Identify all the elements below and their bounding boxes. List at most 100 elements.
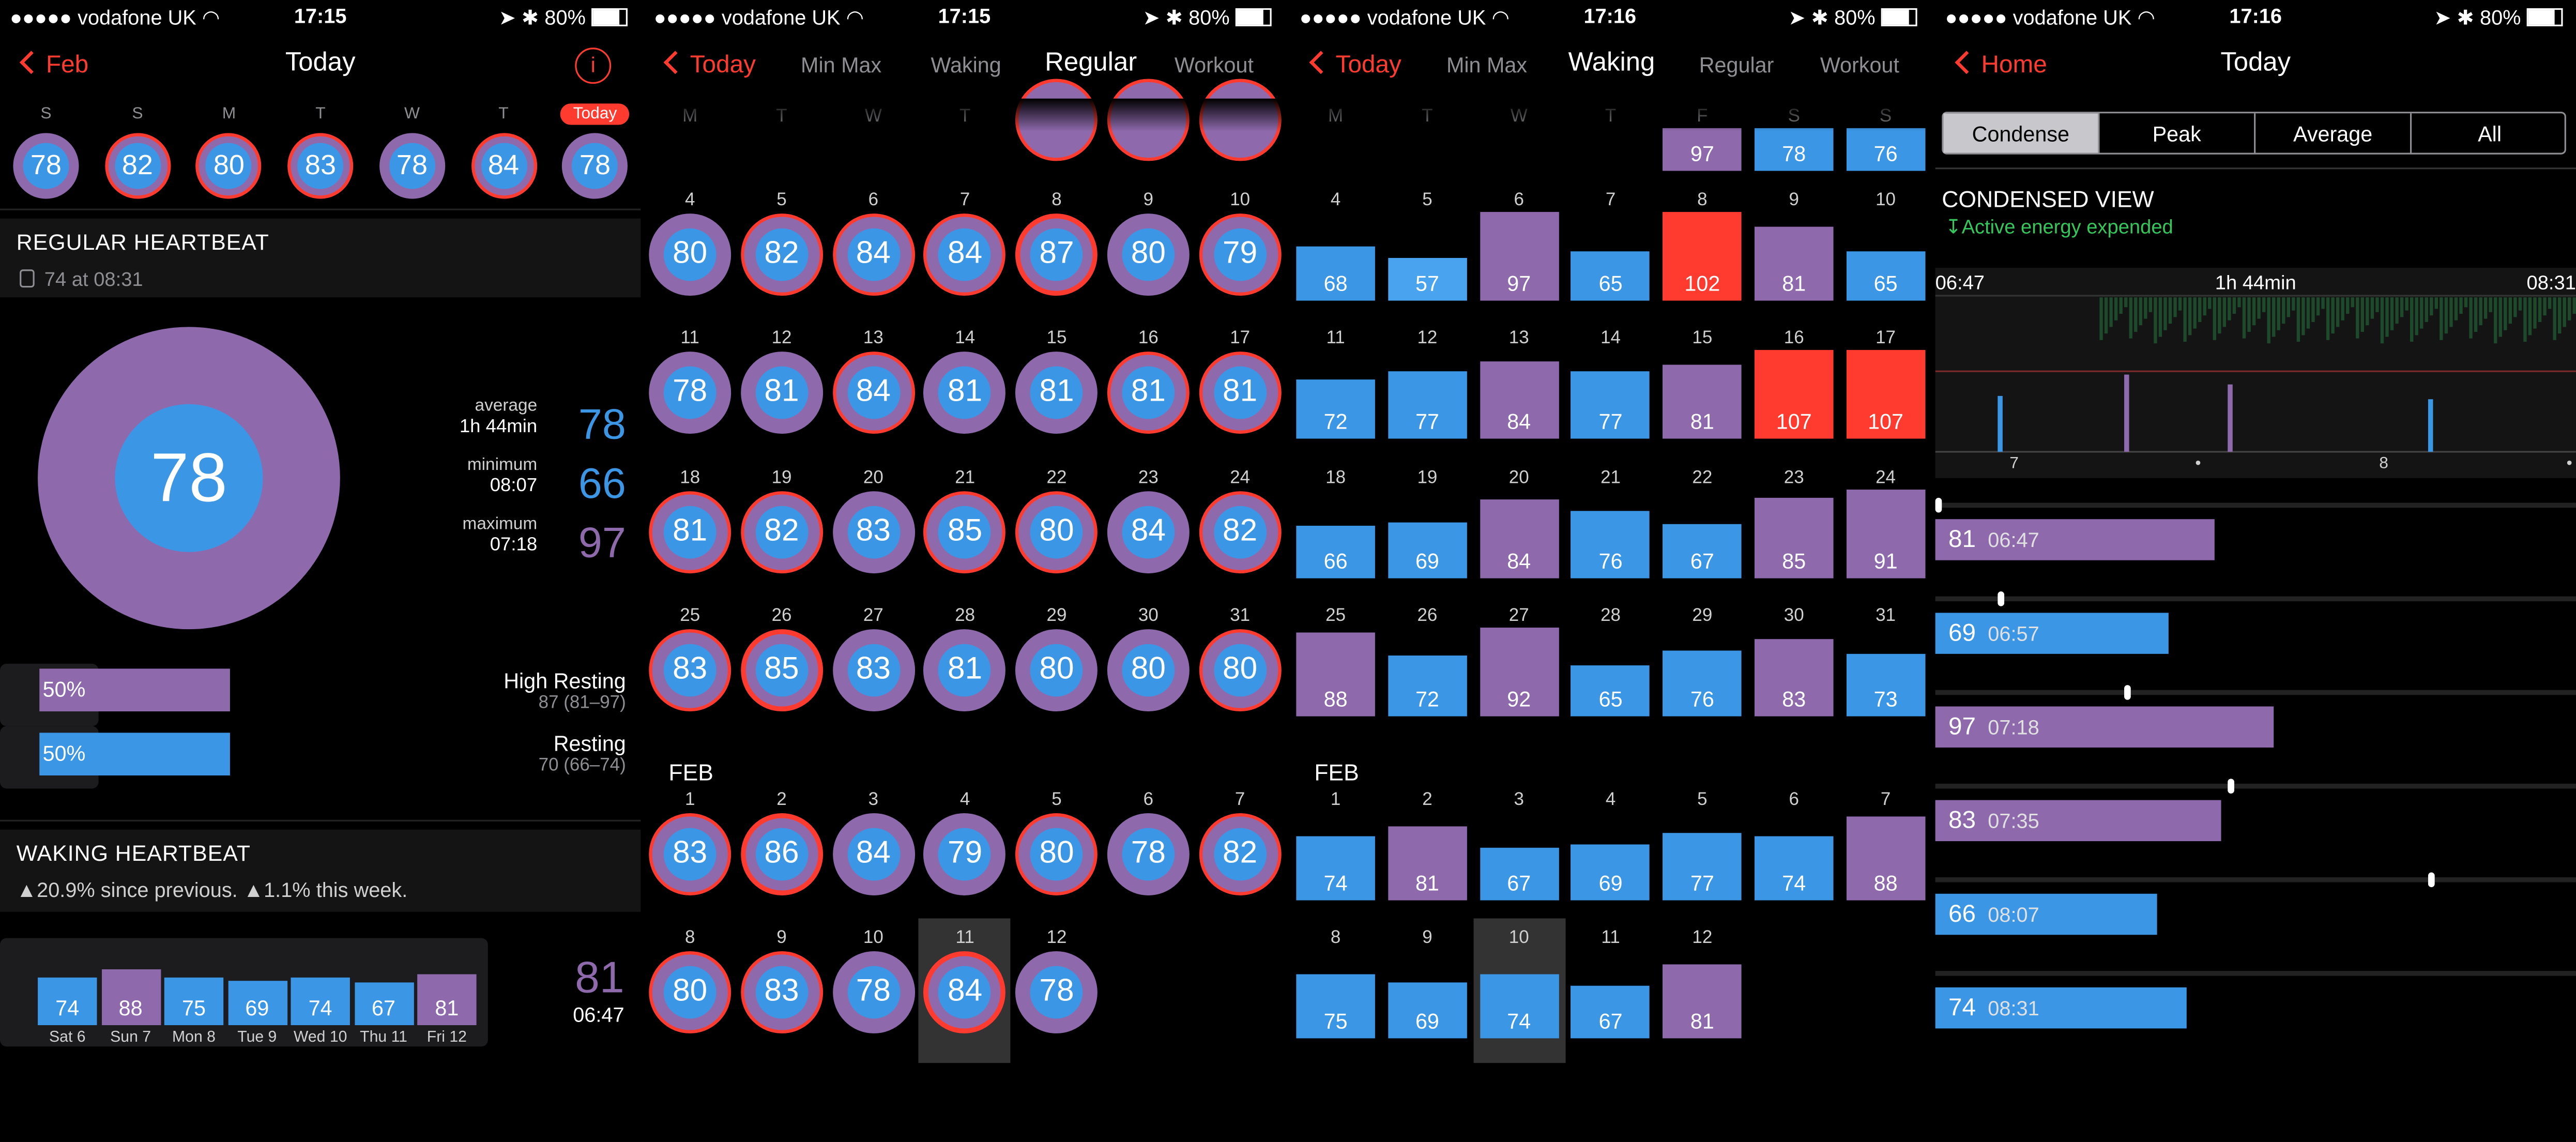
calendar-day-ring[interactable]: 80 [649, 214, 731, 296]
timeline-handle[interactable] [2428, 872, 2435, 888]
calendar-day-ring[interactable]: 81 [1199, 352, 1282, 434]
calendar-day-ring[interactable]: 84 [924, 951, 1007, 1033]
waking-day-bar[interactable]: 92 [1479, 627, 1559, 717]
back-button[interactable]: Today [1309, 51, 1401, 79]
waking-day-bar[interactable]: 77 [1663, 832, 1742, 901]
heart-rate-entry[interactable]: 74 08:31 [1935, 987, 2188, 1029]
segment-condense[interactable]: Condense [1943, 113, 2100, 153]
calendar-day-ring[interactable]: 80 [1015, 629, 1098, 711]
calendar-day-ring[interactable]: 85 [740, 629, 823, 711]
calendar-day-ring[interactable]: 79 [1199, 214, 1282, 296]
week-day-ring[interactable]: 78 [379, 133, 445, 199]
tab-workout[interactable]: Workout [1820, 52, 1899, 78]
calendar-day-ring[interactable]: 84 [832, 352, 914, 434]
calendar-day-ring[interactable]: 81 [649, 490, 731, 573]
waking-day-bar[interactable]: 77 [1571, 371, 1650, 439]
heart-rate-entry[interactable]: 69 06:57 [1935, 613, 2169, 654]
waking-day-bar[interactable]: 75 [1296, 973, 1375, 1039]
waking-day-bar[interactable]: 83 [1754, 639, 1834, 717]
tab-regular[interactable]: Regular [1699, 52, 1774, 78]
calendar-day-ring[interactable]: 78 [1015, 951, 1098, 1033]
waking-bar[interactable]: 74 [291, 978, 350, 1025]
waking-day-bar[interactable]: 107 [1846, 350, 1925, 439]
back-button[interactable]: Today [663, 51, 756, 79]
waking-day-bar[interactable]: 67 [1663, 524, 1742, 578]
info-icon[interactable]: i [575, 48, 612, 84]
waking-day-bar[interactable]: 81 [1663, 964, 1742, 1039]
week-day-ring[interactable]: 84 [470, 133, 537, 199]
calendar-day-ring[interactable]: 80 [1107, 214, 1190, 296]
waking-bar[interactable]: 81 [417, 973, 477, 1025]
heart-rate-entry[interactable]: 83 07:35 [1935, 800, 2221, 842]
calendar-day-ring[interactable]: 84 [924, 214, 1007, 296]
waking-day-bar[interactable]: 85 [1754, 498, 1834, 578]
calendar-day-ring[interactable]: 81 [740, 352, 823, 434]
week-day-ring[interactable]: 78 [13, 133, 79, 199]
waking-day-bar[interactable]: 81 [1388, 826, 1467, 901]
calendar-day-ring[interactable]: 84 [1107, 490, 1190, 573]
calendar-day-ring[interactable]: 87 [1015, 214, 1098, 296]
timeline-handle[interactable] [1998, 591, 2005, 606]
calendar-day-ring[interactable]: 81 [1107, 352, 1190, 434]
week-day-ring[interactable]: 78 [562, 133, 628, 199]
timeline-handle[interactable] [1935, 497, 1942, 513]
calendar-day-ring[interactable]: 80 [1015, 813, 1098, 895]
tab-workout[interactable]: Workout [1174, 52, 1254, 78]
waking-day-bar[interactable]: 97 [1479, 211, 1559, 301]
waking-day-bar[interactable]: 77 [1388, 371, 1467, 439]
calendar-day-ring[interactable]: 85 [924, 490, 1007, 573]
calendar-day-ring[interactable]: 78 [649, 352, 731, 434]
calendar-day-ring[interactable]: 82 [1199, 490, 1282, 573]
calendar-day-ring[interactable]: 80 [1199, 629, 1282, 711]
waking-day-bar[interactable]: 84 [1479, 499, 1559, 578]
heart-rate-entry[interactable]: 66 08:07 [1935, 893, 2157, 935]
waking-day-bar[interactable]: 72 [1388, 656, 1467, 717]
timeline-handle[interactable] [2124, 685, 2131, 700]
waking-day-bar[interactable]: 81 [1754, 226, 1834, 301]
waking-day-bar[interactable]: 91 [1846, 489, 1925, 578]
heart-rate-entry[interactable]: 81 06:47 [1935, 519, 2214, 560]
tab-waking[interactable]: Waking [931, 52, 1001, 78]
timeline-handle[interactable] [2228, 779, 2234, 794]
calendar-day-ring[interactable]: 81 [924, 629, 1007, 711]
calendar-day-ring[interactable]: 84 [832, 813, 914, 895]
week-day-ring[interactable]: 82 [104, 133, 171, 199]
waking-day-bar[interactable]: 68 [1296, 246, 1375, 301]
waking-day-bar[interactable]: 67 [1571, 985, 1650, 1039]
waking-day-bar[interactable]: 69 [1388, 521, 1467, 578]
calendar-day-ring[interactable]: 84 [832, 214, 914, 296]
tab-regular[interactable]: Regular [1045, 49, 1137, 78]
waking-day-bar[interactable]: 69 [1571, 844, 1650, 901]
segment-average[interactable]: Average [2255, 113, 2412, 153]
waking-bar[interactable]: 69 [227, 981, 287, 1025]
waking-bar[interactable]: 74 [38, 978, 97, 1025]
waking-bar[interactable]: 67 [354, 982, 414, 1026]
waking-day-bar[interactable]: 74 [1754, 836, 1834, 901]
waking-day-bar[interactable]: 65 [1846, 250, 1925, 301]
waking-day-bar[interactable]: 88 [1846, 816, 1925, 901]
calendar-day-ring[interactable]: 82 [1199, 813, 1282, 895]
tab-waking[interactable]: Waking [1568, 49, 1655, 78]
waking-day-bar[interactable]: 57 [1388, 257, 1467, 301]
calendar-day-ring[interactable]: 78 [1107, 813, 1190, 895]
waking-day-bar[interactable]: 88 [1296, 632, 1375, 717]
waking-day-bar[interactable]: 102 [1663, 211, 1742, 301]
calendar-day-ring[interactable]: 83 [832, 490, 914, 573]
calendar-day-ring[interactable]: 83 [649, 629, 731, 711]
segment-all[interactable]: All [2478, 120, 2502, 146]
week-day-ring[interactable]: 80 [196, 133, 262, 199]
calendar-day-ring[interactable]: 79 [924, 813, 1007, 895]
back-button[interactable]: Home [1955, 51, 2047, 79]
heart-rate-entry[interactable]: 97 07:18 [1935, 706, 2275, 748]
waking-day-bar[interactable]: 76 [1663, 649, 1742, 717]
calendar-day-ring[interactable]: 82 [740, 490, 823, 573]
calendar-day-ring[interactable]: 83 [740, 951, 823, 1033]
back-button[interactable]: Feb [19, 51, 88, 79]
calendar-day-ring[interactable]: 78 [832, 951, 914, 1033]
waking-bar[interactable]: 75 [164, 977, 224, 1025]
waking-day-bar[interactable]: 72 [1296, 378, 1375, 439]
waking-bar[interactable]: 88 [101, 969, 160, 1026]
calendar-day-ring[interactable]: 81 [924, 352, 1007, 434]
waking-day-bar[interactable]: 69 [1388, 982, 1467, 1039]
calendar-day-ring[interactable]: 83 [832, 629, 914, 711]
